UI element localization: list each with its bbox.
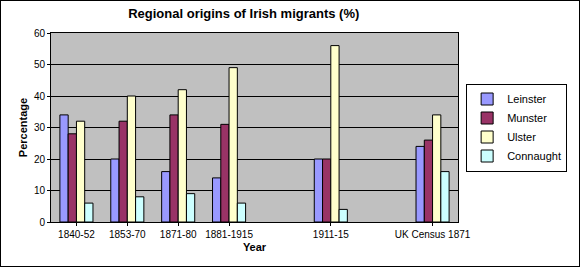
svg-text:40: 40: [34, 91, 46, 102]
svg-text:50: 50: [34, 59, 46, 70]
svg-text:Year: Year: [243, 241, 267, 253]
svg-text:60: 60: [34, 28, 46, 39]
svg-text:Connaught: Connaught: [507, 150, 561, 162]
svg-text:Leinster: Leinster: [507, 93, 546, 105]
svg-text:Percentage: Percentage: [17, 98, 29, 157]
svg-text:1840-52: 1840-52: [58, 229, 95, 240]
svg-text:0: 0: [39, 217, 45, 228]
svg-text:UK Census 1871: UK Census 1871: [395, 229, 471, 240]
svg-text:10: 10: [34, 185, 46, 196]
svg-text:30: 30: [34, 122, 46, 133]
svg-text:1881-1915: 1881-1915: [205, 229, 253, 240]
svg-text:1871-80: 1871-80: [160, 229, 197, 240]
svg-text:20: 20: [34, 154, 46, 165]
svg-text:1853-70: 1853-70: [109, 229, 146, 240]
svg-text:Ulster: Ulster: [507, 131, 536, 143]
svg-text:Munster: Munster: [507, 112, 547, 124]
svg-text:1911-15: 1911-15: [313, 229, 349, 240]
svg-text:Regional origins of Irish migr: Regional origins of Irish migrants (%): [128, 6, 359, 21]
